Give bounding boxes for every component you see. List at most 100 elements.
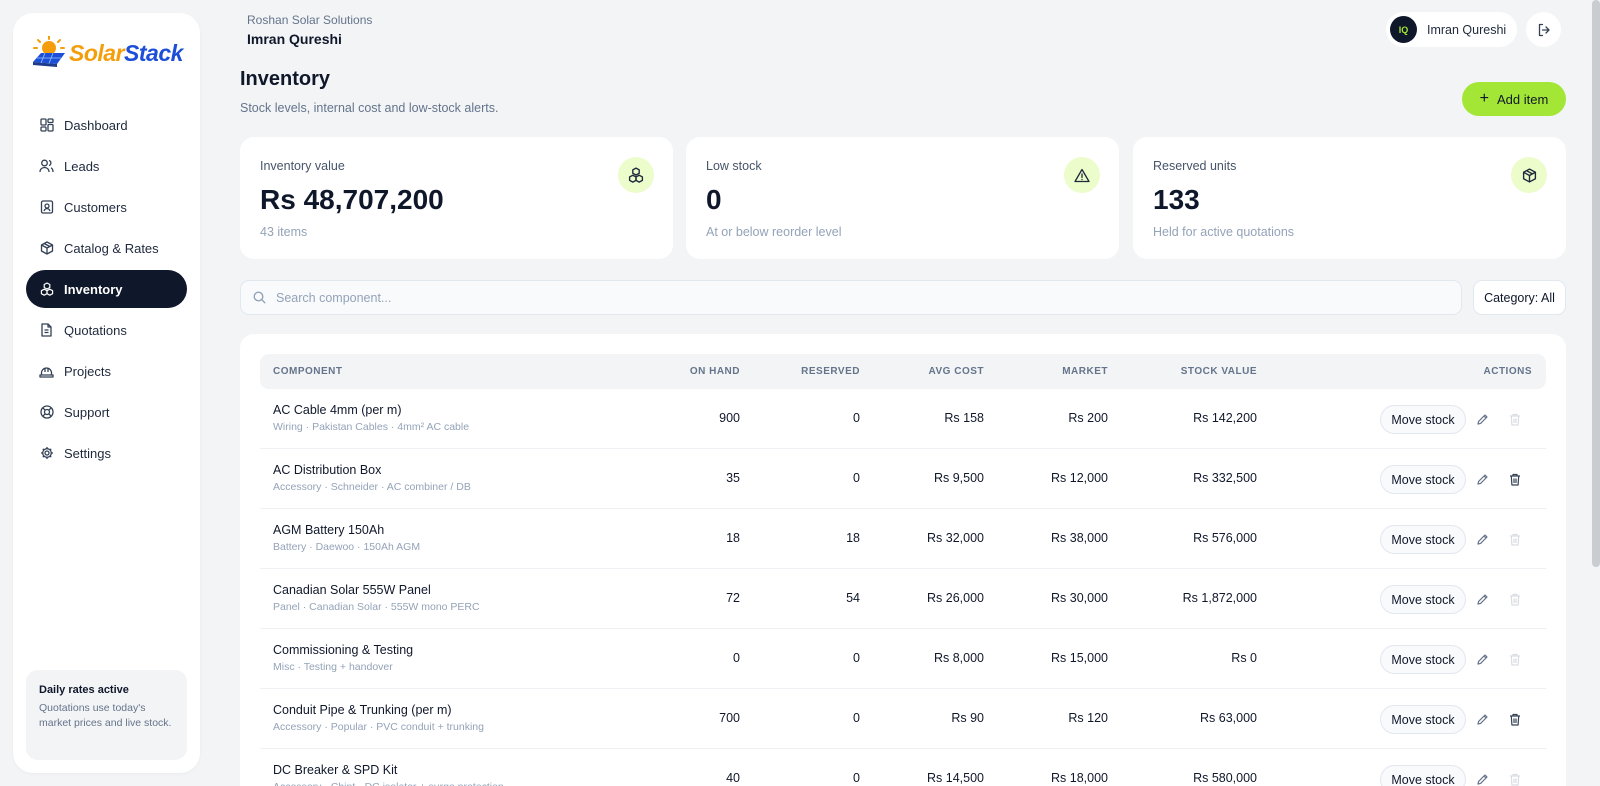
component-name: AC Distribution Box <box>273 463 382 477</box>
component-name: Commissioning & Testing <box>273 643 414 657</box>
component-name: DC Breaker & SPD Kit <box>273 763 398 777</box>
sidebar-item-customers[interactable]: Customers <box>26 188 187 226</box>
table-row: Commissioning & Testing Misc · Testing + … <box>260 629 1546 689</box>
move-stock-button[interactable]: Move stock <box>1380 705 1466 734</box>
market-value: Rs 30,000 <box>1051 591 1108 605</box>
organization-name: Roshan Solar Solutions <box>247 13 373 27</box>
sidebar-item-label: Catalog & Rates <box>64 240 159 256</box>
sidebar-item-quotations[interactable]: Quotations <box>26 311 187 349</box>
sidebar-item-label: Projects <box>64 363 111 379</box>
avg-cost-value: Rs 14,500 <box>927 771 984 785</box>
user-chip-name: Imran Qureshi <box>1427 22 1507 37</box>
stat-sub: At or below reorder level <box>706 225 842 239</box>
table-header: COMPONENT ON HAND RESERVED AVG COST MARK… <box>260 354 1546 389</box>
stock-value: Rs 63,000 <box>1200 711 1257 725</box>
page-title: Inventory <box>240 68 331 90</box>
column-header-avg-cost[interactable]: AVG COST <box>928 366 984 377</box>
on-hand-value: 40 <box>726 771 740 785</box>
sidebar-item-catalog[interactable]: Catalog & Rates <box>26 229 187 267</box>
sidebar-item-settings[interactable]: Settings <box>26 434 187 472</box>
avg-cost-value: Rs 26,000 <box>927 591 984 605</box>
move-stock-button[interactable]: Move stock <box>1380 585 1466 614</box>
page-subtitle: Stock levels, internal cost and low-stoc… <box>240 101 499 115</box>
trash-icon <box>1506 650 1524 668</box>
stock-value: Rs 576,000 <box>1193 531 1257 545</box>
search-bar <box>240 280 1462 315</box>
move-stock-button[interactable]: Move stock <box>1380 405 1466 434</box>
avg-cost-value: Rs 32,000 <box>927 531 984 545</box>
move-stock-button[interactable]: Move stock <box>1380 765 1466 786</box>
pencil-icon[interactable] <box>1473 530 1491 548</box>
stat-value: 133 <box>1153 184 1200 215</box>
column-header-component[interactable]: COMPONENT <box>273 366 343 377</box>
pencil-icon[interactable] <box>1473 650 1491 668</box>
package-icon <box>39 241 54 256</box>
reserved-value: 0 <box>853 711 860 725</box>
user-menu[interactable]: IQ Imran Qureshi <box>1386 12 1517 47</box>
sidebar-item-support[interactable]: Support <box>26 393 187 431</box>
move-stock-button[interactable]: Move stock <box>1380 525 1466 554</box>
sidebar-item-label: Support <box>64 404 110 420</box>
category-filter-button[interactable]: Category: All <box>1473 280 1566 315</box>
component-meta: Panel · Canadian Solar · 555W mono PERC <box>273 601 480 613</box>
market-value: Rs 18,000 <box>1051 771 1108 785</box>
inventory-table: COMPONENT ON HAND RESERVED AVG COST MARK… <box>240 334 1566 786</box>
sidebar-item-inventory[interactable]: Inventory <box>26 270 187 308</box>
component-meta: Accessory · Chint · DC isolator + surge … <box>273 781 504 786</box>
document-icon <box>39 323 54 338</box>
move-stock-button[interactable]: Move stock <box>1380 465 1466 494</box>
on-hand-value: 900 <box>719 411 740 425</box>
avg-cost-value: Rs 90 <box>951 711 984 725</box>
component-meta: Accessory · Schneider · AC combiner / DB <box>273 481 471 493</box>
stock-value: Rs 1,872,000 <box>1182 591 1257 605</box>
gear-icon <box>39 446 54 461</box>
pencil-icon[interactable] <box>1473 410 1491 428</box>
reserved-value: 0 <box>853 771 860 785</box>
table-row: AC Cable 4mm (per m) Wiring · Pakistan Ca… <box>260 389 1546 449</box>
move-stock-button[interactable]: Move stock <box>1380 645 1466 674</box>
avg-cost-value: Rs 9,500 <box>933 471 984 485</box>
market-value: Rs 120 <box>1068 711 1108 725</box>
column-header-market[interactable]: MARKET <box>1062 366 1108 377</box>
search-input[interactable] <box>276 290 1426 305</box>
page-scrollbar[interactable] <box>1592 0 1600 567</box>
daily-rates-title: Daily rates active <box>39 684 129 696</box>
hardhat-icon <box>39 364 54 379</box>
stat-card-reserved-units: Reserved units 133 Held for active quota… <box>1133 137 1566 259</box>
column-header-stock-value[interactable]: STOCK VALUE <box>1180 366 1257 377</box>
avatar: IQ <box>1390 16 1417 43</box>
logout-button[interactable] <box>1526 12 1561 47</box>
solar-panel-logo-icon <box>33 36 65 67</box>
trash-icon <box>1506 530 1524 548</box>
component-name: AGM Battery 150Ah <box>273 523 385 537</box>
lifebuoy-icon <box>39 405 54 420</box>
sidebar-nav: Dashboard Leads Customers Catalog & Rate… <box>26 106 187 475</box>
stat-sub: Held for active quotations <box>1153 225 1295 239</box>
column-header-on-hand[interactable]: ON HAND <box>689 366 740 377</box>
search-icon <box>253 291 266 304</box>
trash-icon[interactable] <box>1506 470 1524 488</box>
reserved-value: 0 <box>853 651 860 665</box>
stat-label: Inventory value <box>260 159 345 173</box>
sidebar-item-projects[interactable]: Projects <box>26 352 187 390</box>
stat-card-low-stock: Low stock 0 At or below reorder level <box>686 137 1119 259</box>
sidebar-item-leads[interactable]: Leads <box>26 147 187 185</box>
pencil-icon[interactable] <box>1473 770 1491 786</box>
boxes-icon <box>618 157 654 193</box>
logout-icon <box>1538 23 1550 36</box>
pencil-icon[interactable] <box>1473 710 1491 728</box>
market-value: Rs 12,000 <box>1051 471 1108 485</box>
sidebar-item-label: Quotations <box>64 322 127 338</box>
pencil-icon[interactable] <box>1473 590 1491 608</box>
stock-value: Rs 0 <box>1231 651 1257 665</box>
pencil-icon[interactable] <box>1473 470 1491 488</box>
sidebar-item-label: Leads <box>64 158 100 174</box>
reserved-value: 18 <box>846 531 860 545</box>
add-item-button[interactable]: + Add item <box>1462 82 1566 116</box>
column-header-reserved[interactable]: RESERVED <box>801 366 860 377</box>
market-value: Rs 38,000 <box>1051 531 1108 545</box>
on-hand-value: 72 <box>726 591 740 605</box>
brand-logo[interactable]: SolarStack <box>31 33 183 73</box>
trash-icon[interactable] <box>1506 710 1524 728</box>
sidebar-item-dashboard[interactable]: Dashboard <box>26 106 187 144</box>
